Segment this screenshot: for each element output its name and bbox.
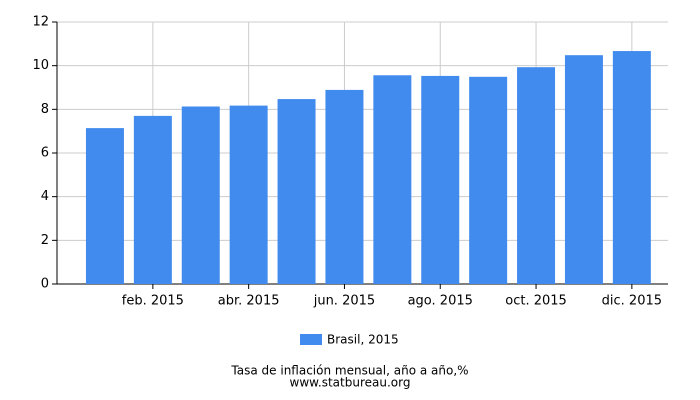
y-tick-label: 4: [41, 189, 49, 204]
y-tick-label: 0: [41, 277, 49, 292]
bar: [564, 55, 603, 284]
bar: [325, 89, 364, 284]
bar: [133, 115, 172, 284]
y-tick-label: 12: [32, 15, 49, 30]
bar: [229, 105, 268, 284]
legend-label: Brasil, 2015: [327, 333, 399, 347]
bar: [181, 106, 220, 285]
bar: [517, 67, 556, 284]
bar: [421, 75, 460, 284]
x-tick-label: feb. 2015: [122, 294, 184, 309]
bar: [612, 51, 651, 285]
x-tick-label: oct. 2015: [505, 294, 567, 309]
y-tick-label: 2: [41, 233, 49, 248]
x-tick-label: dic. 2015: [602, 294, 662, 309]
legend-swatch: [300, 334, 322, 345]
bar: [469, 76, 508, 284]
source: www.statbureau.org: [290, 376, 411, 390]
y-tick-label: 6: [41, 146, 49, 161]
x-tick-label: ago. 2015: [408, 294, 473, 309]
bar: [85, 128, 124, 284]
caption: Tasa de inflación mensual, año a año,%: [230, 364, 468, 378]
x-tick-label: abr. 2015: [218, 294, 280, 309]
bar: [277, 99, 316, 285]
bar: [373, 75, 412, 284]
x-tick-label: jun. 2015: [313, 294, 375, 309]
y-tick-label: 8: [41, 102, 49, 117]
y-tick-label: 10: [32, 58, 49, 73]
